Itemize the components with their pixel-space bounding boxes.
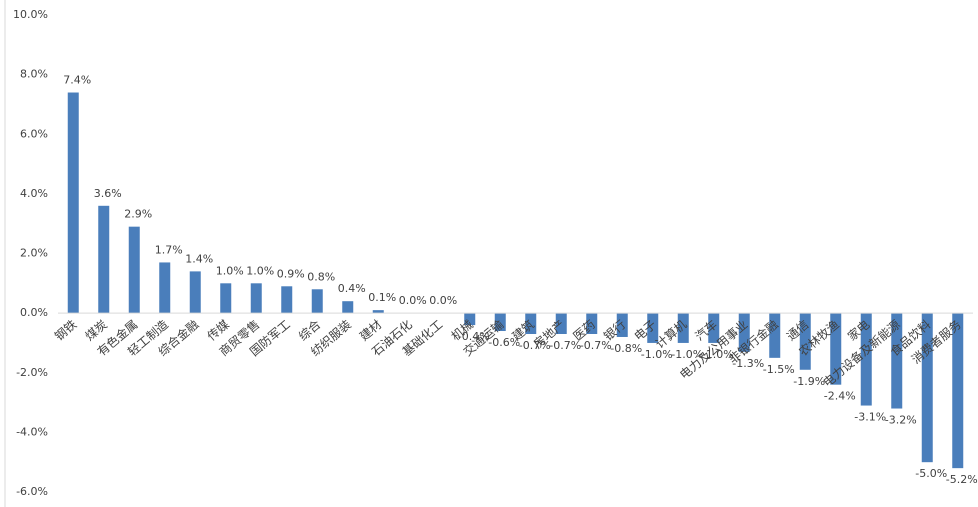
y-tick-label: 8.0% — [20, 68, 48, 81]
bar — [494, 313, 506, 332]
bar — [860, 313, 872, 406]
bar — [189, 271, 201, 314]
value-label: 0.9% — [277, 267, 305, 280]
value-label: -5.2% — [946, 473, 978, 486]
bar — [921, 313, 933, 463]
bar — [555, 313, 567, 334]
y-tick-label: -6.0% — [16, 485, 48, 498]
y-tick-label: 4.0% — [20, 187, 48, 200]
value-label: -1.0% — [671, 348, 703, 361]
value-label: 1.7% — [155, 243, 183, 256]
bar — [464, 313, 476, 326]
bar — [799, 313, 811, 370]
value-label: -1.9% — [793, 375, 825, 388]
bar — [891, 313, 903, 409]
value-label: -1.0% — [702, 348, 734, 361]
value-label: -1.0% — [641, 348, 673, 361]
value-label: -0.7% — [519, 339, 551, 352]
bar — [159, 262, 171, 314]
bar — [281, 286, 293, 314]
value-label: -1.3% — [732, 357, 764, 370]
value-label: 7.4% — [63, 74, 91, 87]
bar — [677, 313, 689, 343]
value-label: 1.4% — [185, 252, 213, 265]
value-label: 1.0% — [216, 264, 244, 277]
value-label: -1.5% — [763, 363, 795, 376]
value-label: 0.0% — [399, 294, 427, 307]
value-label: 1.0% — [246, 264, 274, 277]
bar — [769, 313, 781, 358]
value-label: 0.1% — [368, 291, 396, 304]
value-label: -0.8% — [610, 342, 642, 355]
bar — [250, 283, 262, 314]
bar — [708, 313, 720, 343]
bar — [311, 289, 323, 314]
bar — [128, 226, 140, 314]
value-label: 2.9% — [124, 208, 152, 221]
bar — [342, 301, 354, 314]
bar — [67, 92, 79, 314]
y-tick-label: 10.0% — [13, 8, 48, 21]
bar — [372, 310, 384, 314]
bar — [830, 313, 842, 385]
bar — [98, 205, 110, 314]
value-label: -0.4% — [458, 330, 490, 343]
bar — [738, 313, 750, 352]
y-tick-label: -2.0% — [16, 366, 48, 379]
value-label: 0.0% — [429, 294, 457, 307]
bar — [220, 283, 232, 314]
y-tick-label: 0.0% — [20, 306, 48, 319]
value-label: 3.6% — [94, 187, 122, 200]
value-label: -0.7% — [580, 339, 612, 352]
bar — [952, 313, 964, 469]
x-tick-label: 钢铁 — [52, 317, 79, 343]
y-tick-label: 2.0% — [20, 247, 48, 260]
value-label: -3.1% — [854, 411, 886, 424]
value-label: -2.4% — [824, 390, 856, 403]
value-label: -3.2% — [885, 414, 917, 427]
value-label: -0.7% — [549, 339, 581, 352]
bar — [647, 313, 659, 343]
y-tick-label: 6.0% — [20, 127, 48, 140]
value-label: 0.8% — [307, 270, 335, 283]
bar — [586, 313, 598, 334]
bar — [616, 313, 628, 337]
value-label: -0.6% — [488, 336, 520, 349]
value-label: -5.0% — [915, 467, 947, 480]
value-label: 0.4% — [338, 282, 366, 295]
y-tick-label: -4.0% — [16, 425, 48, 438]
bar — [525, 313, 537, 334]
